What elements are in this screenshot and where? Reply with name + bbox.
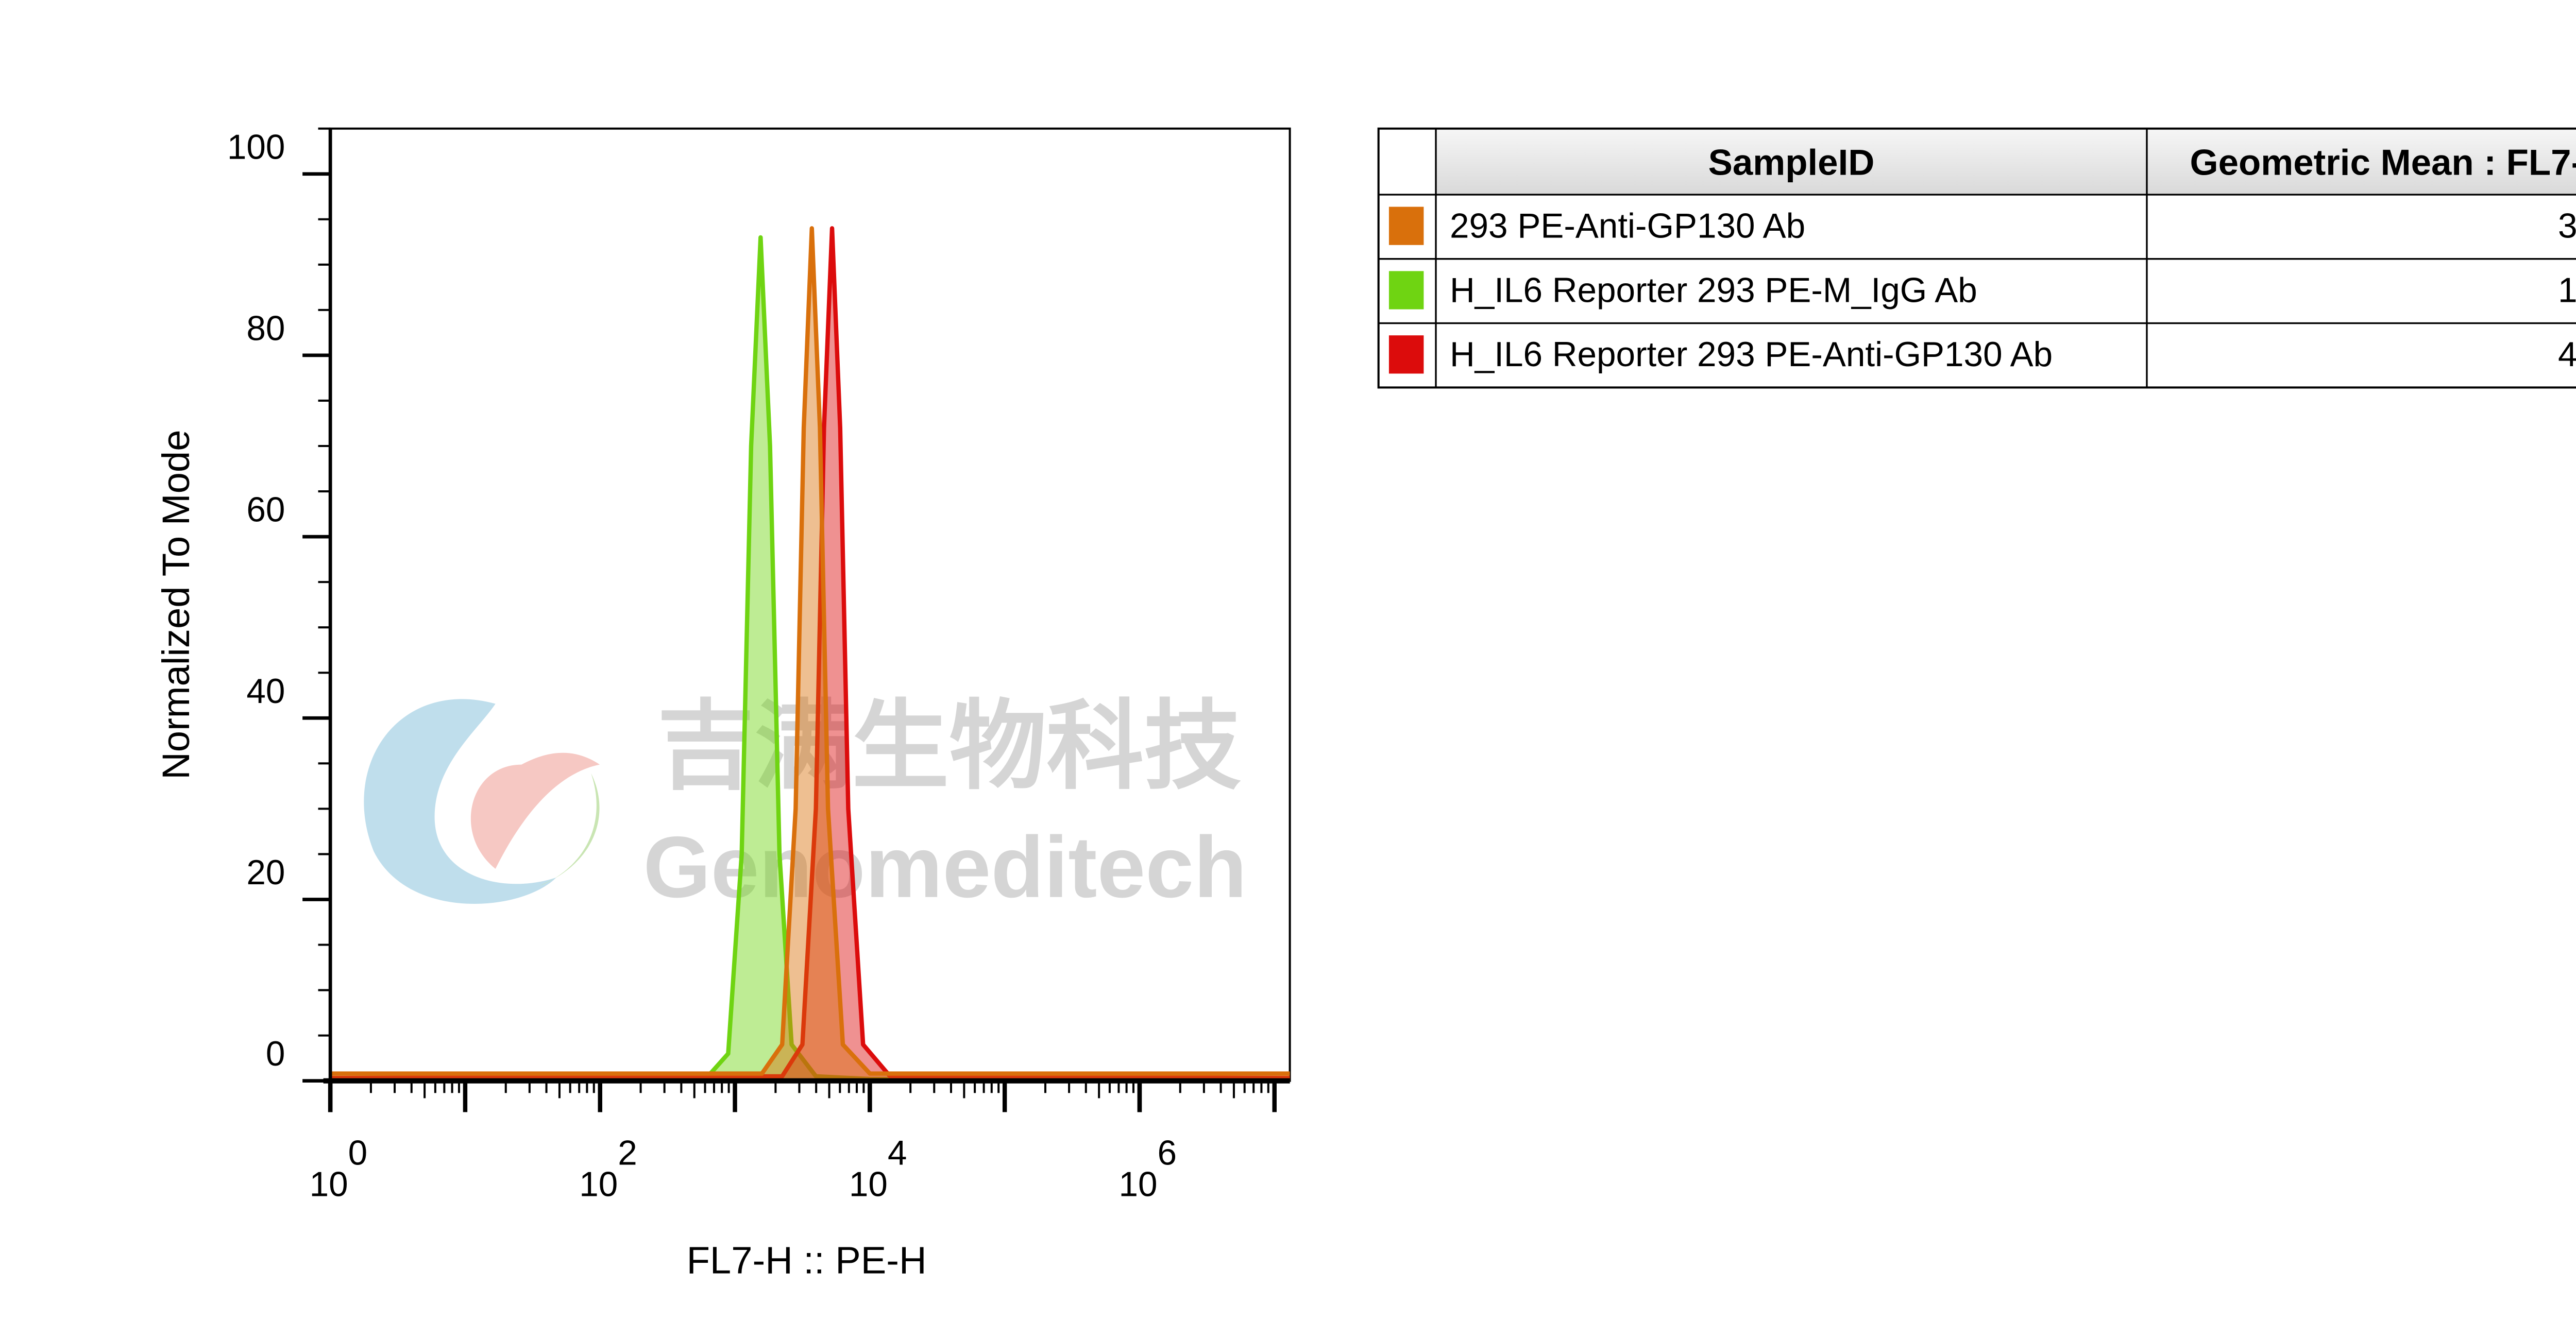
legend-table: SampleID Geometric Mean : FL7-H 293 PE-Ant… xyxy=(1377,127,2576,389)
peak-fill xyxy=(330,228,1290,1081)
y-tick-label: 20 xyxy=(246,853,285,892)
x-axis-label: FL7-H :: PE-H xyxy=(687,1239,927,1282)
x-tick-exponent: 4 xyxy=(888,1134,907,1173)
y-tick-label: 0 xyxy=(266,1035,285,1073)
x-tick-label: 106 xyxy=(1118,1134,1177,1204)
x-tick-label: 104 xyxy=(849,1134,907,1204)
x-tick-label: 102 xyxy=(579,1134,637,1204)
legend-swatch xyxy=(1388,335,1424,374)
x-tick-base: 10 xyxy=(579,1165,618,1204)
table-frame xyxy=(1377,127,2576,389)
x-tick-exponent: 0 xyxy=(348,1134,368,1173)
x-tick-exponent: 6 xyxy=(1158,1134,1177,1173)
x-tick-base: 10 xyxy=(1118,1165,1157,1204)
x-tick-exponent: 2 xyxy=(618,1134,637,1173)
y-tick-label: 60 xyxy=(246,491,285,529)
y-axis-label: Normalized To Mode xyxy=(155,430,197,780)
y-tick-label: 100 xyxy=(227,128,285,166)
table-header: Geometric Mean : FL7-H xyxy=(2190,142,2576,183)
table-header-bg xyxy=(1436,128,2576,195)
geometric-mean: 3677 xyxy=(2558,207,2576,246)
legend-name: 293 PE-Anti-GP130 Ab xyxy=(1450,207,1805,246)
x-tick-base: 10 xyxy=(310,1165,348,1204)
curves xyxy=(330,226,1290,1082)
legend-swatch xyxy=(1388,271,1424,310)
legend-swatch xyxy=(1388,207,1424,245)
x-tick-label: 100 xyxy=(310,1134,368,1204)
geometric-mean: 1540 xyxy=(2558,271,2576,310)
y-tick-label: 40 xyxy=(246,672,285,711)
y-tick-label: 80 xyxy=(246,309,285,348)
watermark: 吉满生物科技 Genomeditech xyxy=(364,692,1247,916)
watermark-en: Genomeditech xyxy=(643,818,1247,916)
legend-name: H_IL6 Reporter 293 PE-M_IgG Ab xyxy=(1450,271,1977,310)
logo-shape xyxy=(364,699,556,904)
legend-name: H_IL6 Reporter 293 PE-Anti-GP130 Ab xyxy=(1450,335,2053,374)
histogram-line xyxy=(330,226,1290,1076)
histogram-line xyxy=(330,235,1290,1082)
watermark-cn: 吉满生物科技 xyxy=(657,692,1241,801)
x-tick-base: 10 xyxy=(849,1165,888,1204)
logo-shape xyxy=(470,752,600,869)
histogram-line xyxy=(330,226,1290,1080)
geometric-mean: 4695 xyxy=(2558,335,2576,374)
table-header: SampleID xyxy=(1708,142,1875,183)
